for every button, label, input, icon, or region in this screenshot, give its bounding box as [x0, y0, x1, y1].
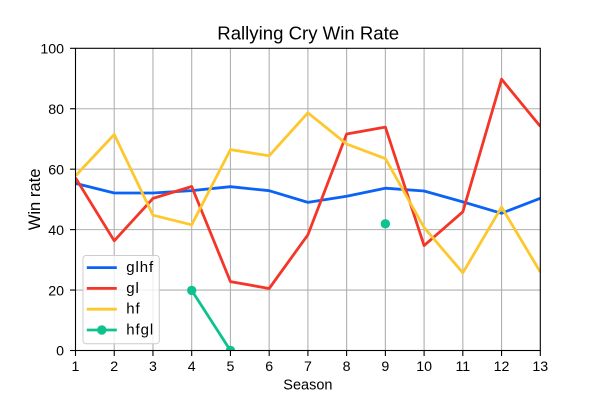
svg-text:7: 7	[304, 359, 312, 375]
svg-text:hfgl: hfgl	[126, 322, 154, 339]
svg-text:Season: Season	[283, 377, 332, 393]
svg-text:40: 40	[48, 223, 64, 239]
svg-text:glhf: glhf	[126, 259, 154, 276]
svg-text:gl: gl	[126, 280, 139, 297]
svg-text:3: 3	[149, 359, 157, 375]
svg-text:20: 20	[48, 283, 64, 299]
svg-text:2: 2	[110, 359, 118, 375]
svg-text:6: 6	[265, 359, 273, 375]
svg-text:Rallying Cry Win Rate: Rallying Cry Win Rate	[217, 23, 399, 44]
svg-text:60: 60	[48, 162, 64, 178]
svg-text:1: 1	[72, 359, 80, 375]
svg-text:12: 12	[494, 359, 510, 375]
svg-text:5: 5	[226, 359, 234, 375]
svg-text:4: 4	[188, 359, 196, 375]
svg-text:8: 8	[343, 359, 351, 375]
svg-text:Win rate: Win rate	[25, 169, 44, 231]
svg-text:13: 13	[532, 359, 548, 375]
svg-text:11: 11	[455, 359, 470, 375]
svg-text:100: 100	[40, 42, 64, 58]
svg-text:0: 0	[56, 344, 64, 360]
svg-text:80: 80	[48, 102, 64, 118]
svg-text:10: 10	[416, 359, 432, 375]
svg-text:hf: hf	[126, 301, 140, 318]
svg-text:9: 9	[381, 359, 389, 375]
